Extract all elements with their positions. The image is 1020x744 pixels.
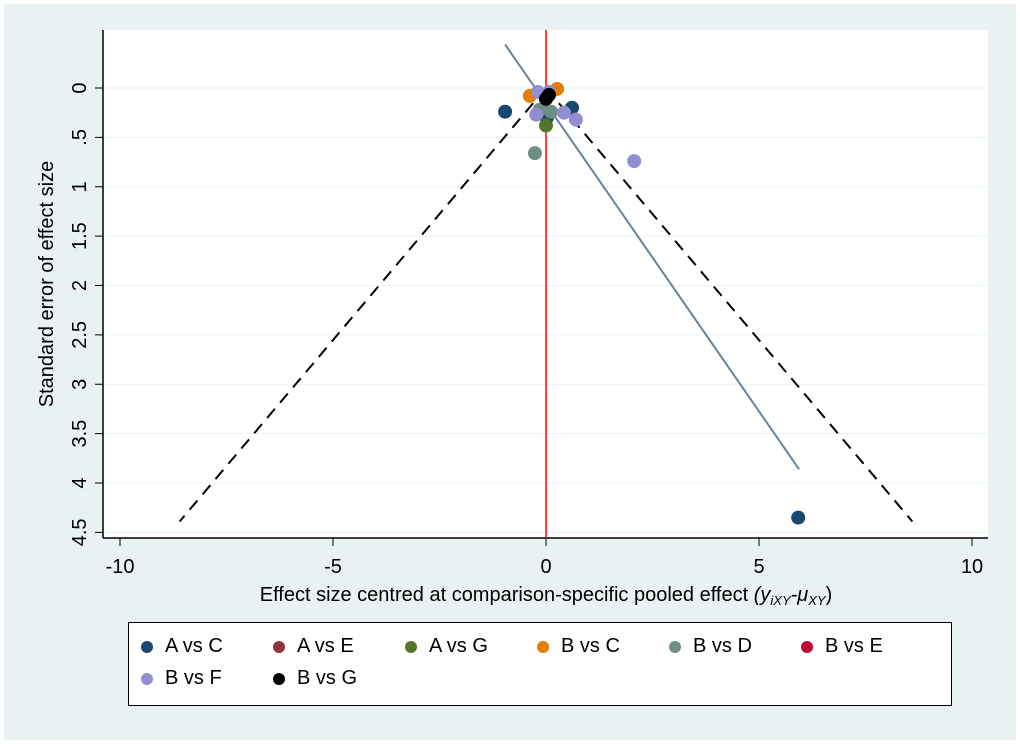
legend-item: A vs C <box>141 635 223 658</box>
legend-item: A vs G <box>405 635 488 658</box>
legend-label: B vs F <box>165 667 222 689</box>
point-b-vs-d <box>527 146 542 161</box>
point-b-vs-d <box>544 104 559 119</box>
legend-marker-icon <box>405 640 417 653</box>
legend-label: B vs C <box>561 635 620 657</box>
point-b-vs-g <box>541 87 556 102</box>
legend-marker-icon <box>801 640 813 653</box>
legend-item: B vs D <box>669 635 752 658</box>
legend-marker-icon <box>669 640 681 653</box>
x-axis-label: Effect size centred at comparison-specif… <box>260 584 833 608</box>
x-tick-label: 10 <box>961 556 983 578</box>
point-a-vs-c <box>498 104 513 119</box>
y-tick-label: .5 <box>69 129 91 146</box>
y-tick-label: 1.5 <box>69 222 91 250</box>
y-tick-label: 0 <box>69 82 91 93</box>
legend-label: A vs C <box>165 635 223 657</box>
legend-label: A vs E <box>297 635 354 657</box>
y-tick-label: 3.5 <box>69 420 91 448</box>
y-tick-label: 2.5 <box>69 321 91 349</box>
legend-marker-icon <box>273 640 285 653</box>
funnel-right-line <box>545 87 914 523</box>
funnel-left-line <box>178 87 547 523</box>
point-b-vs-f <box>556 105 571 120</box>
legend-marker-icon <box>537 640 549 653</box>
point-a-vs-g <box>539 118 553 133</box>
point-b-vs-f <box>568 112 583 127</box>
legend-item: B vs F <box>141 667 222 690</box>
legend-label: B vs G <box>297 667 358 689</box>
point-b-vs-f <box>529 107 544 122</box>
y-tick-label: 1 <box>69 181 91 192</box>
legend-label: B vs D <box>693 635 752 657</box>
legend-marker-icon <box>141 672 153 685</box>
y-tick-label: 2 <box>69 280 91 291</box>
x-tick-label: -5 <box>324 556 342 578</box>
point-b-vs-f <box>627 154 642 169</box>
y-tick-label: 4 <box>69 477 91 488</box>
point-a-vs-c <box>791 510 806 525</box>
legend-item: B vs E <box>801 635 883 658</box>
legend: A vs C A vs E A vs G B vs C B vs D B vs E B vs… <box>128 622 952 706</box>
legend-label: A vs G <box>429 635 488 657</box>
legend-marker-icon <box>141 640 153 653</box>
legend-item: A vs E <box>273 635 354 658</box>
legend-label: B vs E <box>825 635 883 657</box>
y-tick-label: 3 <box>69 379 91 390</box>
x-tick-label: 5 <box>753 556 764 578</box>
legend-marker-icon <box>273 672 285 685</box>
x-tick-label: -10 <box>106 556 135 578</box>
y-tick-label: 4.5 <box>69 518 91 546</box>
x-tick-label: 0 <box>540 556 551 578</box>
legend-item: B vs G <box>273 667 357 690</box>
y-axis-label: Standard error of effect size <box>36 161 58 407</box>
legend-item: B vs C <box>537 635 620 658</box>
